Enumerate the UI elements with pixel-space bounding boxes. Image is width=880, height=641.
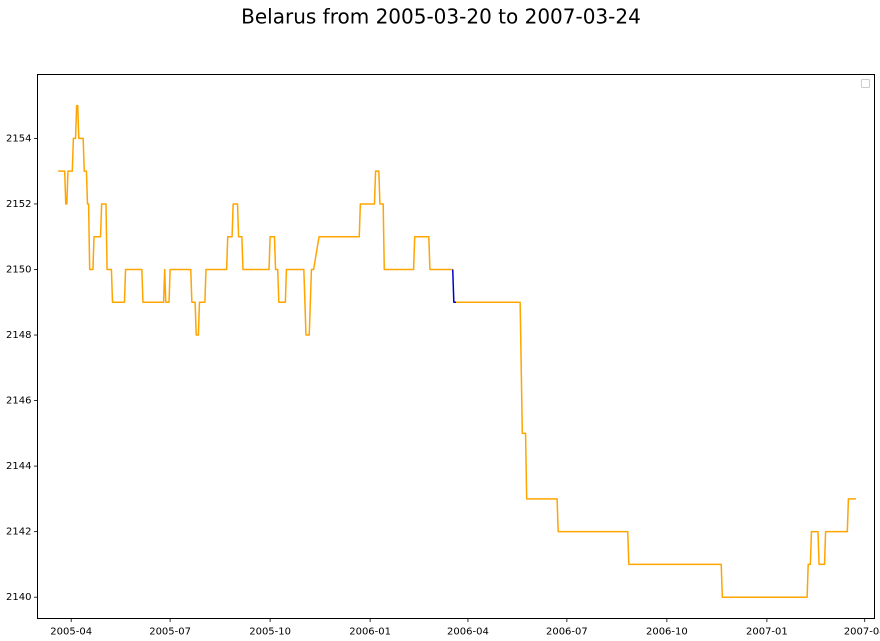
legend-box [861,79,870,88]
y-tick-label: 2146 [6,396,31,407]
series-line-0 [58,104,453,336]
x-tick-label: 2005-10 [249,627,291,638]
x-tick-label: 2006-10 [646,627,688,638]
x-tick-label: 2006-01 [349,627,391,638]
x-tick-label: 2005-07 [149,627,191,638]
y-tick-label: 2152 [6,199,31,210]
series-line-1 [451,269,456,304]
series-line-2 [456,301,857,598]
x-tick-label: 2005-04 [50,627,92,638]
x-tick-label: 2006-07 [546,627,588,638]
plot-frame [37,74,875,619]
y-axis: 2140 2142 2144 2146 2148 2150 2152 2154 [6,133,38,603]
y-tick-label: 2154 [6,133,31,144]
y-tick-label: 2144 [6,461,31,472]
x-axis: 2005-04 2005-07 2005-10 2006-01 2006-04 2006-… [50,618,880,638]
x-tick-label: 2007-01 [746,627,788,638]
chart-title: Belarus from 2005-03-20 to 2007-03-24 [241,5,641,29]
y-tick-label: 2150 [6,264,31,275]
series-lines [58,104,857,598]
x-tick-label: 2007-04 [844,627,880,638]
y-tick-label: 2140 [6,592,31,603]
y-tick-label: 2148 [6,330,31,341]
x-tick-label: 2006-04 [447,627,489,638]
y-tick-label: 2142 [6,527,31,538]
